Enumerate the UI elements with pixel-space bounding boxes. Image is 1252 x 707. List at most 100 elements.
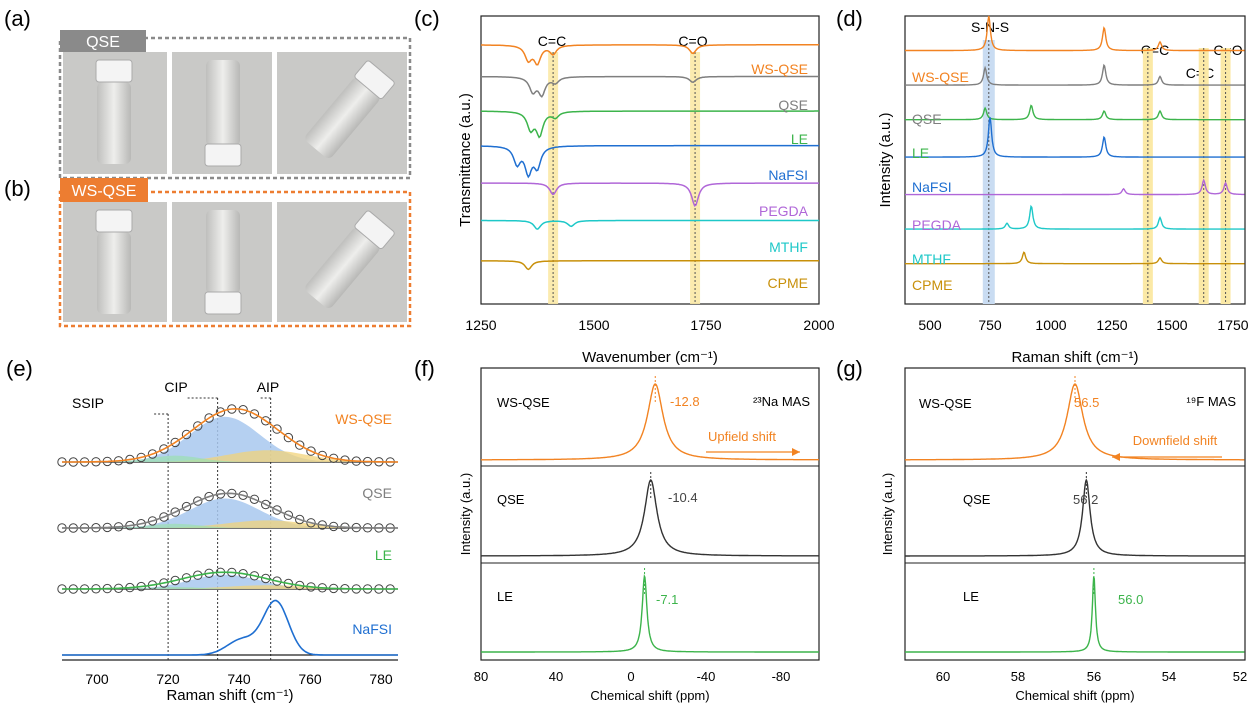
chart-e-data-point [238,490,248,500]
chart-g-series [905,376,1245,653]
chart-e-series-label: LE [375,547,392,563]
chart-c-series-label: NaFSI [768,167,808,183]
chart-g-ylabel: Intensity (a.u.) [880,473,895,555]
chart-e-series-label: QSE [362,485,392,501]
chart-d-series-label: CPME [912,277,952,293]
chart-c-series [481,44,819,304]
chart-c-line-qse [481,75,819,98]
chart-g-f-nmr: Chemical shift (ppm) Intensity (a.u.) 60… [880,367,1247,703]
chart-e-line-nafsi [62,599,398,656]
chart-e-data-point [170,575,180,586]
chart-g-line [905,478,1245,557]
chart-e-data-point [204,491,214,502]
panel-label-b: (b) [4,176,31,201]
chart-c-xtick: 1250 [465,317,496,333]
chart-d-line-cpme [905,251,1245,265]
chart-d-xtick: 1750 [1217,317,1248,333]
panel-label-a: (a) [4,6,31,31]
chart-g-xlabel: Chemical shift (ppm) [1015,688,1134,703]
vial-icon [305,78,380,158]
chart-c-line-ws-qse [481,44,819,66]
chart-c-line-cpme [481,260,819,271]
chart-f-xtick: 0 [627,669,634,684]
chart-c-series-label: CPME [768,275,808,291]
panel-b-tag-text: WS-QSE [72,183,137,200]
panel-label-e: (e) [6,356,33,381]
chart-e-data-point [261,416,271,426]
chart-c-line-pegda [481,182,819,207]
chart-e-data-point [249,409,260,419]
chart-f-series [481,376,820,653]
chart-f-series-label: QSE [497,492,525,507]
chart-d-line-qse [905,63,1245,86]
chart-d-line-le [905,104,1245,121]
panel-b-photos [63,202,407,322]
chart-d-raman: Raman shift (cm⁻¹) Intensity (a.u.) 500 … [877,15,1249,366]
panel-b-tag [60,178,148,202]
panel-label-f: (f) [414,356,435,381]
chart-e-data-point [193,496,203,506]
chart-d-ylabel: Intensity (a.u.) [877,112,894,207]
chart-e-series-label: NaFSI [352,621,392,637]
chart-g-xtick: 54 [1162,669,1176,684]
chart-d-line-ws-qse [905,15,1245,52]
vial-cap-icon [204,291,242,315]
chart-g-title: ¹⁹F MAS [1186,394,1236,409]
chart-e-data-point [159,444,169,454]
chart-c-xlabel: Wavenumber (cm⁻¹) [582,349,718,366]
chart-e-data-point [181,429,192,440]
chart-e-fit-line [62,407,398,463]
chart-d-series-label: NaFSI [912,179,952,195]
panel-label-g: (g) [836,356,863,381]
chart-c-series-label: PEGDA [759,203,809,219]
vial-icon [206,210,240,294]
chart-e-data-point [295,440,305,450]
chart-c-xtick: 1500 [578,317,609,333]
chart-e-data-point [159,512,169,522]
chart-e-data-point [249,494,260,504]
chart-g-series-label: QSE [963,492,991,507]
chart-e-data-point [170,507,180,517]
chart-f-xtick: 80 [474,669,488,684]
chart-f-series-label: LE [497,589,513,604]
chart-e-fit-component [62,523,398,528]
chart-c-xtick: 1750 [690,317,721,333]
panel-label-c: (c) [414,6,440,31]
chart-e-annot-ssip: SSIP [72,395,104,411]
chart-e-data-point [147,449,158,459]
chart-d-xtick: 500 [918,317,942,333]
chart-g-series-label: WS-QSE [919,396,972,411]
chart-e-fit-component [62,574,398,589]
chart-e-fit-component [62,585,398,589]
chart-e-fit-component [62,450,398,462]
chart-e-data-point [181,573,192,583]
chart-e-fit-line [62,492,398,529]
chart-c-ftir: Wavenumber (cm⁻¹) Transmittance (a.u.) 1… [457,15,835,366]
chart-d-xtick: 1250 [1096,317,1127,333]
chart-g-xtick: 52 [1233,669,1247,684]
chart-f-line [481,573,819,653]
vial-cap-icon [95,59,133,83]
vial-icon [97,82,131,164]
chart-f-na-nmr: Chemical shift (ppm) Intensity (a.u.) 80… [458,367,820,703]
chart-e-fit-component [62,498,398,528]
chart-d-line-pegda [905,178,1245,196]
chart-d-xlabel: Raman shift (cm⁻¹) [1011,349,1138,366]
chart-e-data-point [283,432,294,443]
chart-e-fit-component [62,416,398,462]
chart-c-series-label: MTHF [769,239,808,255]
chart-e-series-label: WS-QSE [335,411,392,427]
vial-icon [206,60,240,146]
vial-cap-icon [354,60,395,100]
chart-c-annot-co: C=O [678,33,707,49]
chart-e-xtick: 780 [369,671,393,687]
chart-e-xtick: 720 [156,671,180,687]
chart-d-series-label: PEGDA [912,217,962,233]
chart-f-peak-label: -10.4 [668,490,698,505]
panel-label-d: (d) [836,6,863,31]
chart-f-peak-label: -7.1 [656,592,678,607]
arrow-right-icon [792,448,800,456]
chart-g-xtick: 56 [1087,669,1101,684]
chart-e-fit-component [62,587,398,589]
